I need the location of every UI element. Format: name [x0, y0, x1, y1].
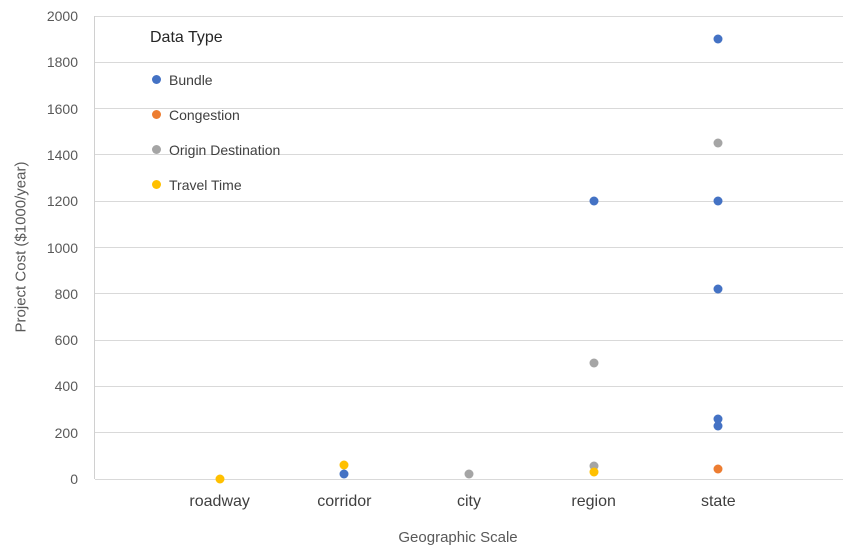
data-point-origin-destination-state	[713, 138, 723, 148]
data-point-bundle-state	[713, 284, 723, 294]
data-point-bundle-state	[713, 34, 723, 44]
data-point-bundle-state	[713, 196, 723, 206]
legend-items: Bundle Congestion Origin Destination Travel…	[150, 62, 280, 202]
data-point-origin-destination-region	[589, 358, 599, 368]
legend-marker-icon-travel-time	[152, 180, 161, 189]
y-tick-label: 1400	[46, 146, 78, 163]
data-point-travel-time-roadway	[215, 474, 225, 484]
data-point-origin-destination-region	[589, 461, 599, 471]
y-tick-label: 200	[54, 424, 78, 441]
y-axis-line	[94, 16, 95, 479]
y-tick-label: 400	[54, 378, 78, 395]
legend-marker-icon-bundle	[152, 75, 161, 84]
x-tick-label-roadway: roadway	[189, 493, 250, 510]
gridline	[95, 432, 843, 434]
legend-label-origin-destination: Origin Destination	[169, 141, 281, 158]
y-tick-label: 2000	[46, 8, 78, 24]
gridline	[95, 339, 843, 341]
legend-label-travel-time: Travel Time	[169, 176, 242, 193]
data-point-travel-time-corridor	[339, 460, 349, 470]
x-tick-label-state: state	[700, 493, 736, 510]
legend: Data Type Bundle Congestion Origin Destina…	[150, 28, 280, 202]
data-point-bundle-state	[713, 414, 723, 424]
data-point-congestion-state	[713, 464, 723, 474]
gridline	[95, 478, 843, 480]
y-tick-label: 600	[54, 332, 78, 349]
legend-marker-icon-origin-destination	[152, 145, 161, 154]
gridline	[95, 200, 843, 202]
legend-item-bundle: Bundle	[150, 62, 280, 97]
y-tick-label: 0	[70, 471, 78, 487]
gridline	[95, 61, 843, 63]
data-point-origin-destination-city	[464, 469, 474, 479]
data-point-travel-time-region	[589, 467, 599, 477]
legend-marker-icon-congestion	[152, 110, 161, 119]
data-point-bundle-corridor	[339, 469, 349, 479]
gridline	[95, 154, 843, 156]
legend-item-travel-time: Travel Time	[150, 167, 280, 202]
gridline	[95, 247, 843, 248]
gridline	[95, 15, 843, 17]
legend-label-congestion: Congestion	[169, 106, 240, 123]
legend-label-bundle: Bundle	[169, 71, 213, 88]
x-tick-label-city: city	[457, 493, 481, 510]
gridline	[95, 293, 843, 295]
legend-item-congestion: Congestion	[150, 97, 280, 132]
y-tick-label: 1600	[46, 100, 78, 117]
gridline	[95, 108, 843, 110]
x-axis-title: Geographic Scale	[398, 529, 518, 546]
legend-item-origin-destination: Origin Destination	[150, 132, 280, 167]
data-point-bundle-state	[713, 421, 723, 431]
y-tick-label: 1000	[46, 239, 78, 256]
legend-title: Data Type	[150, 29, 223, 46]
y-tick-label: 800	[54, 285, 78, 302]
data-point-bundle-region	[589, 196, 599, 206]
x-tick-label-corridor: corridor	[317, 493, 372, 510]
y-tick-label: 1800	[46, 54, 78, 71]
y-tick-label: 1200	[46, 193, 78, 210]
gridline	[95, 385, 843, 387]
x-tick-label-region: region	[571, 493, 616, 510]
